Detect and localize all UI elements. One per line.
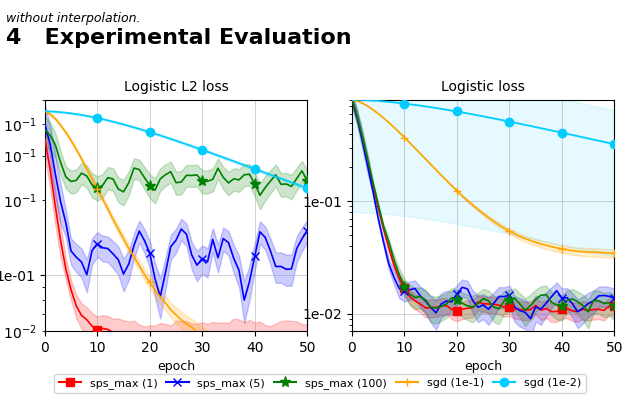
Legend: sps_max (1), sps_max (5), sps_max (100), sgd (1e-1), sgd (1e-2): sps_max (1), sps_max (5), sps_max (100),… [54, 373, 586, 393]
Text: without interpolation.: without interpolation. [6, 12, 141, 25]
Title: Logistic L2 loss: Logistic L2 loss [124, 81, 228, 95]
X-axis label: epoch: epoch [157, 360, 195, 373]
X-axis label: epoch: epoch [464, 360, 502, 373]
Text: 4   Experimental Evaluation: 4 Experimental Evaluation [6, 28, 352, 48]
Title: Logistic loss: Logistic loss [441, 81, 525, 95]
